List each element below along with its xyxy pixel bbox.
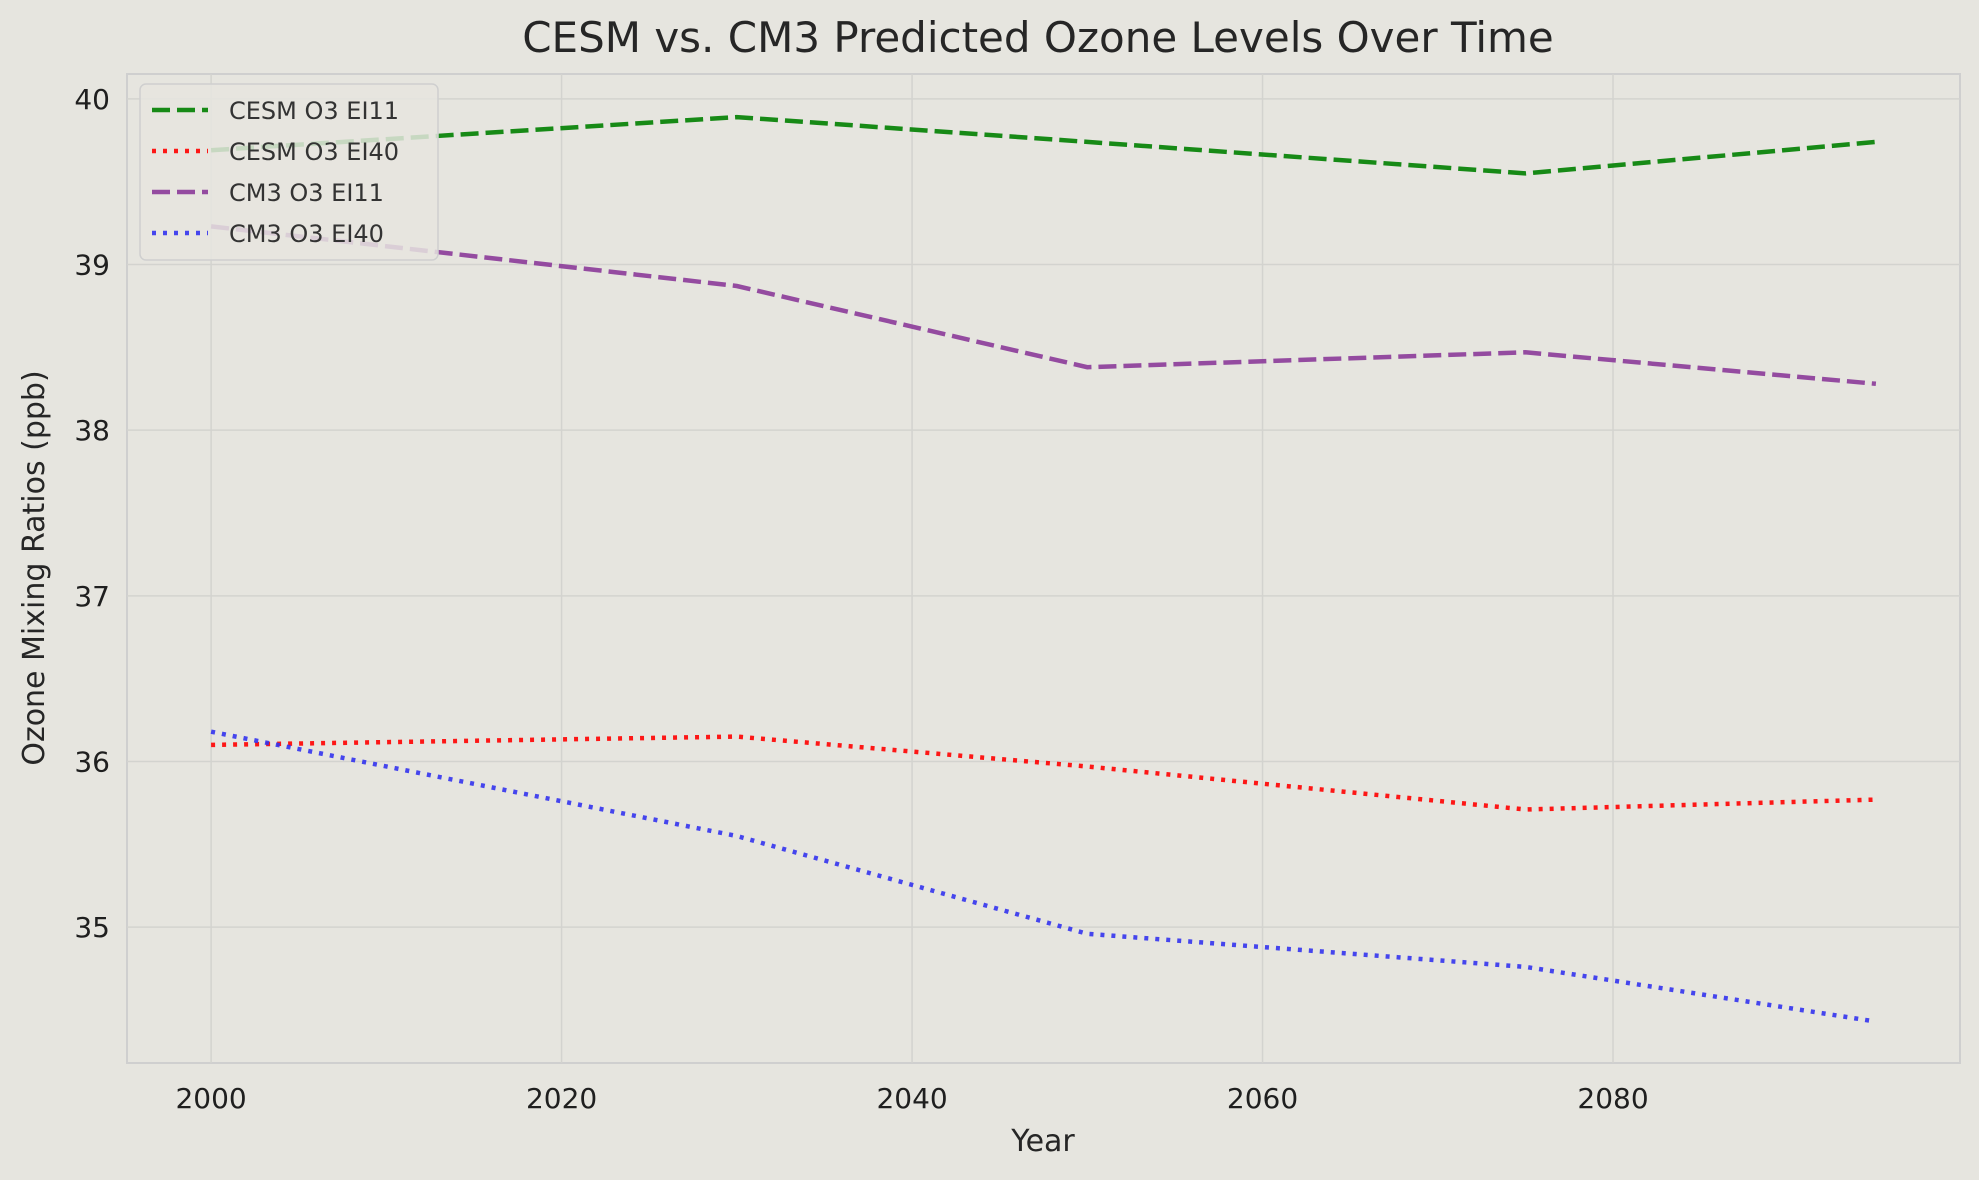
legend-label: CESM O3 EI11 xyxy=(229,97,399,125)
legend-label: CM3 O3 EI11 xyxy=(229,179,384,207)
y-tick-label: 39 xyxy=(74,249,110,282)
x-tick-label: 2040 xyxy=(876,1082,947,1115)
series-line-cm3-o3-ei11 xyxy=(210,224,1877,387)
series-lines xyxy=(210,114,1877,1024)
legend-label: CESM O3 EI40 xyxy=(229,138,399,166)
x-tick-label: 2000 xyxy=(175,1082,246,1115)
legend-box xyxy=(139,83,439,261)
x-axis-ticks: 2000 2020 2040 2060 2080 xyxy=(175,1082,1648,1115)
y-tick-label: 35 xyxy=(74,911,110,944)
x-tick-label: 2020 xyxy=(526,1082,597,1115)
series-line-cesm-o3-ei11 xyxy=(210,114,1877,176)
chart-title: CESM vs. CM3 Predicted Ozone Levels Over… xyxy=(522,13,1554,62)
legend-label: CM3 O3 EI40 xyxy=(229,220,384,248)
y-tick-label: 38 xyxy=(74,414,110,447)
y-tick-label: 37 xyxy=(74,580,110,613)
y-axis-ticks: 35 36 37 38 39 40 xyxy=(74,83,110,944)
y-tick-label: 36 xyxy=(74,745,110,778)
legend: CESM O3 EI11 CESM O3 EI40 CM3 O3 EI11 CM3 O… xyxy=(139,83,439,261)
y-tick-label: 40 xyxy=(74,83,110,116)
x-tick-label: 2080 xyxy=(1577,1082,1648,1115)
x-axis-label: Year xyxy=(1010,1124,1075,1159)
y-axis-label: Ozone Mixing Ratios (ppb) xyxy=(17,370,52,765)
x-tick-label: 2060 xyxy=(1227,1082,1298,1115)
